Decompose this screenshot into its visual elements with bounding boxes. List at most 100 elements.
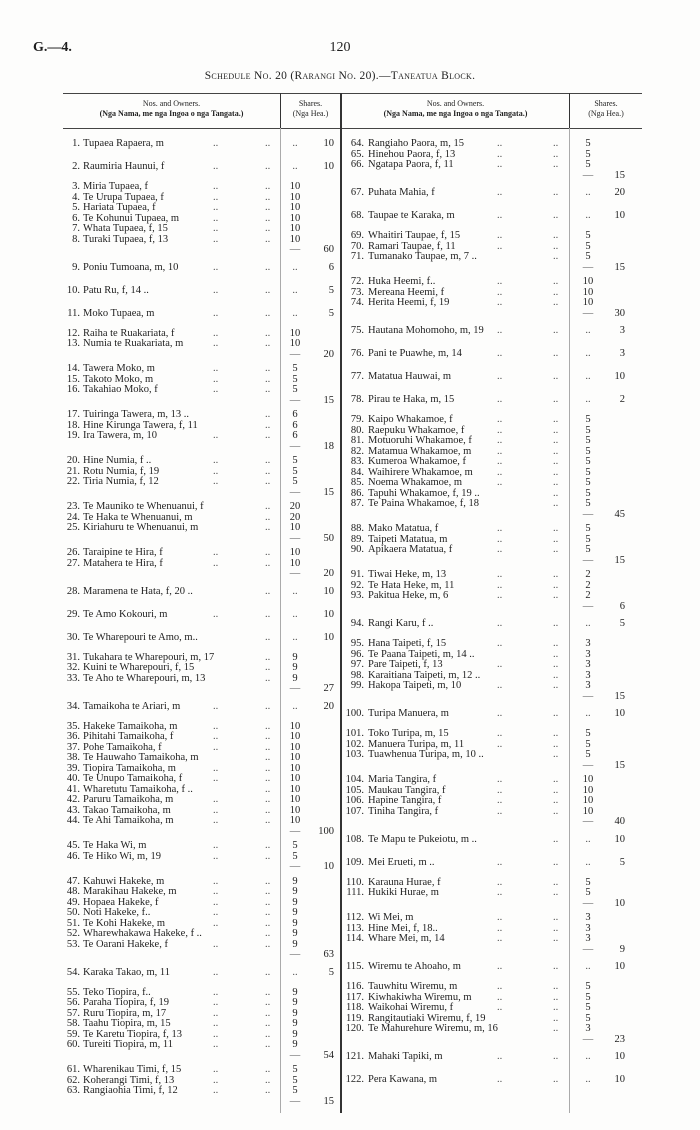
owner-row: 58. Taahu Tiopira, m, 15.... 9 [0, 1018, 700, 1030]
owner-row: 49. Hopaea Hakeke, f.... 9 [0, 897, 700, 909]
total-rule: — [289, 1049, 301, 1061]
owner-row: 44. Te Ahi Tamaikoha, m.... 10 [0, 815, 700, 827]
group-total: 18 [323, 440, 335, 452]
shares-placeholder: .. [292, 631, 298, 643]
dot-leader: .. [213, 1018, 219, 1029]
owner-group: 100. Turipa Manuera, m...... 10 [0, 703, 700, 726]
owner-number: 116. [346, 981, 364, 992]
owner-name: Kuini te Wharepouri, f, 15 [83, 662, 195, 673]
owner-number: 81. [350, 435, 364, 446]
dot-leader: .. [213, 465, 219, 477]
owner-shares: 3 [585, 933, 591, 944]
owner-number: 90. [350, 544, 364, 555]
owner-shares: 5 [585, 991, 591, 1003]
owner-row: 36. Pihitahi Tamaikoha, f.... 10 [0, 731, 700, 743]
owner-group: 45. Te Haka Wi, m.... 5 46. Te Hiko Wi, m, 1… [0, 838, 700, 874]
dot-leader: .. [553, 590, 559, 601]
dot-leader: .. [553, 981, 559, 992]
header-top-rule-left [63, 93, 340, 94]
owner-number: 62. [66, 1074, 80, 1086]
owner-group: 115. Wiremu te Ahoaho, m...... 10 [0, 956, 700, 979]
dot-leader: .. [553, 728, 559, 739]
dot-leader: .. [265, 720, 271, 732]
owner-row: 99. Hakopa Taipeti, m, 10.... 3 [0, 680, 700, 692]
owner-group: 34. Tamaikoha te Ariari, m...... 20 [0, 696, 700, 719]
owner-row: 95. Hana Taipeti, f, 15.... 3 [0, 638, 700, 650]
owner-shares: 3 [619, 348, 625, 359]
group-total: 20 [323, 348, 335, 360]
group-total: 60 [323, 244, 335, 255]
dot-leader: .. [265, 631, 271, 643]
owner-row: 115. Wiremu te Ahoaho, m...... 10 [0, 961, 700, 973]
owner-row: 77. Matatua Hauwai, m...... 10 [0, 371, 700, 383]
dot-leader: .. [265, 662, 271, 673]
shares-placeholder: .. [292, 261, 298, 273]
total-rule: — [289, 244, 301, 255]
owner-number: 92. [350, 579, 364, 591]
owner-shares: 9 [292, 986, 298, 998]
dot-leader: .. [497, 991, 503, 1003]
owner-number: 43. [66, 804, 80, 816]
group-total-row: — 20 [0, 348, 700, 361]
owner-shares: 6 [292, 419, 298, 431]
owner-group: 11. Moko Tupaea, m...... 5 [0, 303, 700, 326]
owner-row: 4. Te Urupa Tupaea, f.... 10 [0, 192, 700, 204]
owner-name: Te Hata Heke, m, 11 [368, 579, 455, 591]
dot-leader: .. [213, 202, 219, 213]
owner-group: 91. Tiwai Heke, m, 13.... 2 92. Te Hata Heke… [0, 567, 700, 613]
owner-shares: 5 [328, 966, 334, 978]
owner-group: 61. Wharenikau Timi, f, 15.... 5 62. Koheran… [0, 1062, 700, 1108]
owner-shares: 9 [292, 928, 298, 939]
owner-shares: 10 [289, 752, 301, 763]
owner-row: 63. Rangiaohia Timi, f, 12.... 5 [0, 1085, 700, 1097]
owner-row: 75. Hautana Mohomoho, m, 19...... 3 [0, 325, 700, 337]
shares-placeholder: .. [292, 161, 298, 172]
dot-leader: .. [497, 933, 503, 944]
owner-group: 104. Maria Tangira, f.... 10 105. Maukau Tan… [0, 772, 700, 829]
owner-name: Hukiki Hurae, m [368, 887, 439, 898]
dot-leader: .. [265, 938, 271, 950]
owner-row: 88. Mako Matatua, f.... 5 [0, 523, 700, 535]
owner-shares: 10 [614, 371, 626, 382]
owner-number: 64. [350, 138, 364, 149]
shares-placeholder: .. [292, 284, 298, 296]
owner-shares: 5 [585, 498, 591, 509]
owner-group: 3. Miria Tupaea, f.... 10 4. Te Urupa Tupaea… [0, 179, 700, 257]
owner-shares: 10 [289, 815, 301, 826]
group-total: 15 [614, 759, 626, 771]
total-rule: — [289, 394, 301, 406]
owner-number: 76. [350, 348, 364, 359]
group-total: 10 [614, 897, 626, 909]
owner-name: Raumiria Haunui, f [83, 161, 165, 172]
owner-shares: 5 [585, 887, 591, 898]
owner-number: 91. [350, 569, 364, 580]
owner-row: 9. Poniu Tumoana, m, 10...... 6 [0, 261, 700, 274]
dot-leader: .. [553, 148, 559, 160]
group-total-row: — 50 [0, 533, 700, 545]
owner-shares: 10 [323, 138, 335, 149]
dot-leader: .. [497, 738, 503, 750]
owner-number: 72. [350, 276, 364, 287]
dot-leader: .. [265, 928, 271, 939]
owner-shares: 5 [292, 1064, 298, 1075]
dot-leader: .. [213, 307, 219, 319]
owner-row: 57. Ruru Tiopira, m, 17.... 9 [0, 1008, 700, 1020]
dot-leader: .. [553, 569, 559, 580]
owner-shares: 10 [289, 804, 301, 816]
dot-leader: .. [497, 922, 503, 934]
header-top-rule-right [342, 93, 642, 94]
owner-group: 75. Hautana Mohomoho, m, 19...... 3 [0, 320, 700, 343]
header-bottom-rule-right [342, 128, 642, 129]
owner-row: 24. Te Haka te Whenuanui, m.. 20 [0, 512, 700, 524]
schedule-title: Schedule No. 20 (Rarangi No. 20).—Taneat… [204, 70, 476, 82]
dot-leader: .. [553, 912, 559, 923]
shares-header-maori: (Nga Hea.) [588, 109, 624, 118]
owner-number: 23. [66, 501, 80, 512]
owner-number: 42. [66, 794, 80, 805]
owner-name: Tauwhitu Wiremu, m [368, 981, 458, 992]
owner-row: 30. Te Wharepouri te Amo, m...... 10 [0, 631, 700, 644]
owner-number: 108. [345, 833, 364, 845]
owner-number: 78. [350, 394, 364, 405]
owner-shares: 5 [585, 728, 591, 739]
dot-leader: .. [265, 409, 271, 420]
